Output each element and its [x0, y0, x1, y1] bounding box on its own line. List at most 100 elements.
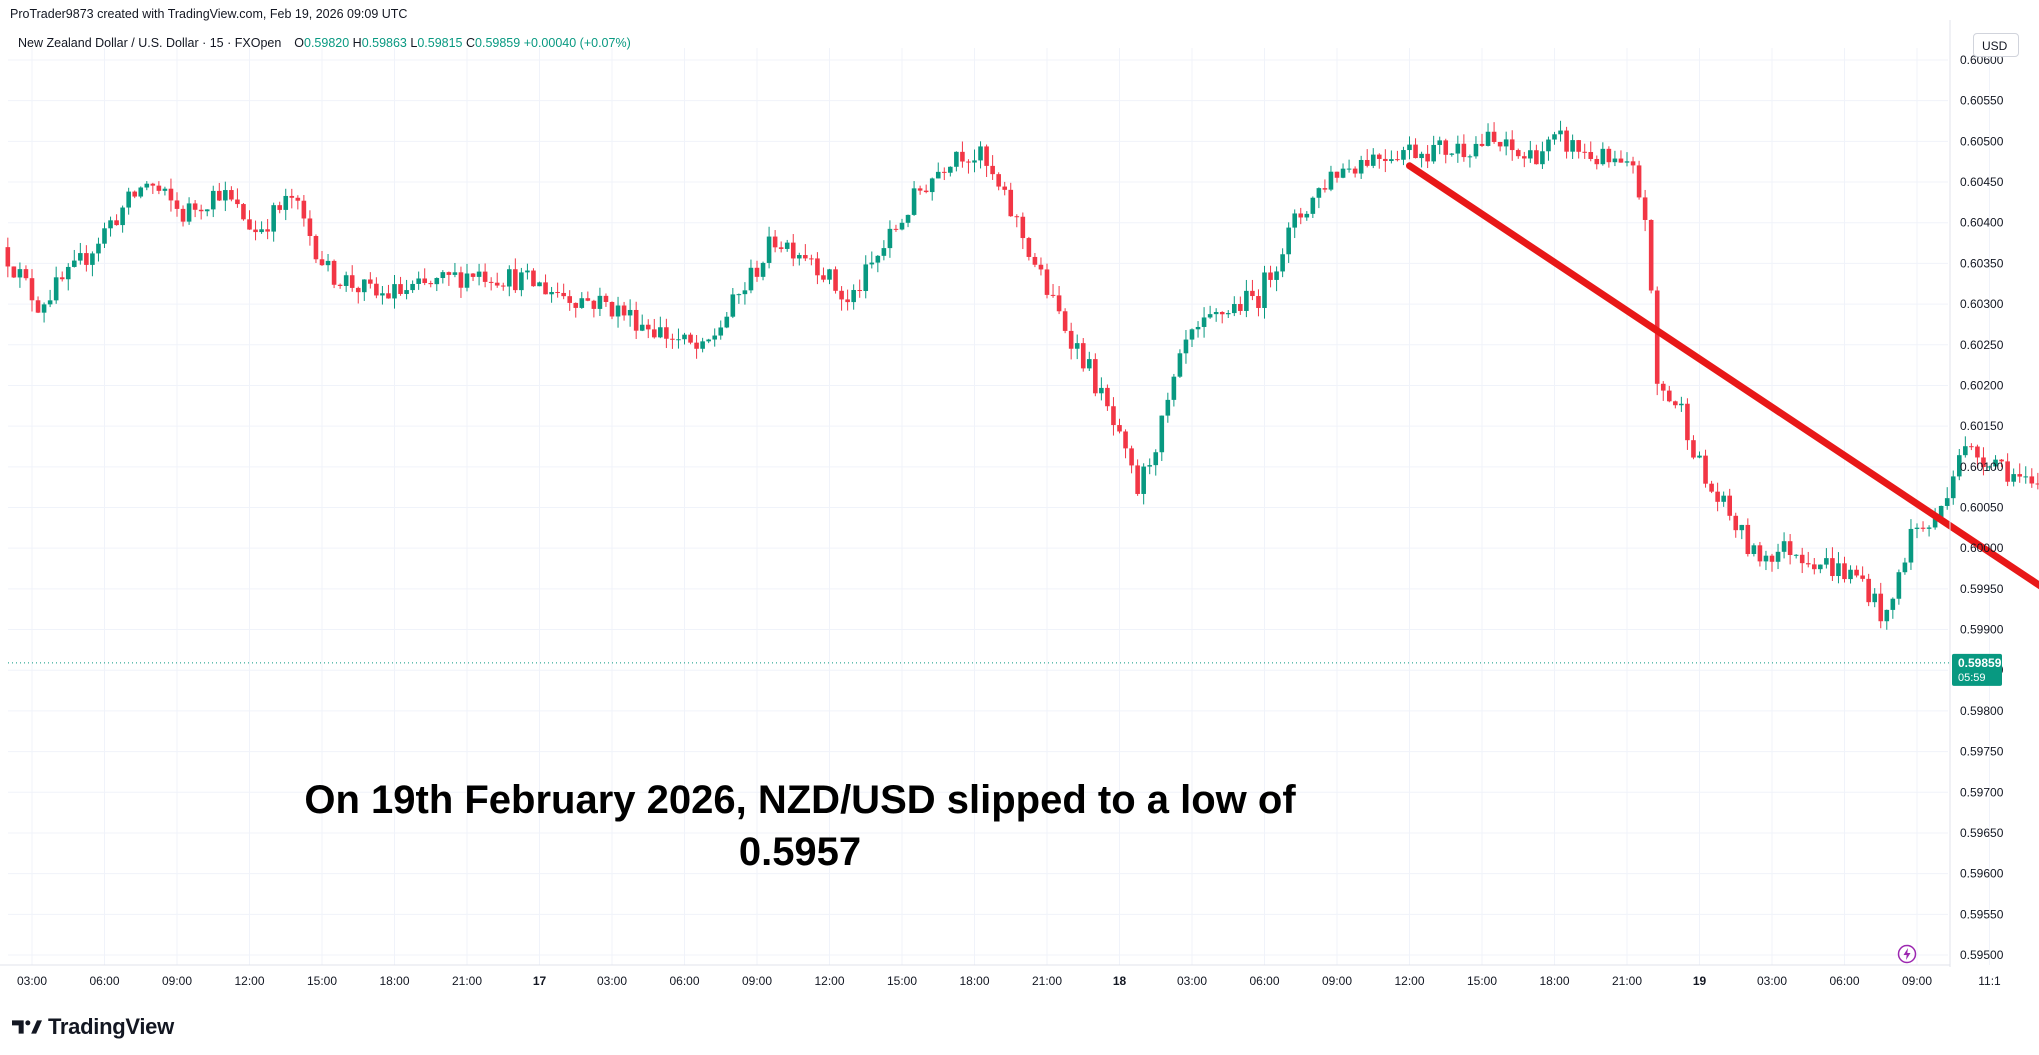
candle-body [1648, 219, 1654, 291]
candle-body [1177, 353, 1183, 377]
candle-body [204, 209, 210, 212]
candle-body [645, 324, 651, 330]
candle-body [1250, 290, 1255, 297]
candle-body [428, 283, 434, 285]
candle-body [1920, 527, 1926, 529]
candle-body [784, 242, 790, 249]
candle-body [1546, 139, 1551, 152]
lightning-icon[interactable] [1897, 944, 1917, 964]
candle-body [1709, 483, 1714, 492]
candle-body [1038, 264, 1044, 270]
candle-body [1129, 448, 1134, 466]
candle-body [1902, 562, 1908, 573]
candle-body [651, 329, 657, 338]
candle-body [905, 214, 911, 223]
candle-body [639, 324, 645, 331]
candle-body [591, 300, 597, 309]
candle-body [688, 334, 693, 343]
candle-body [53, 277, 59, 301]
candle-body [1503, 139, 1509, 147]
candle-body [1389, 159, 1394, 162]
candle-body [17, 269, 23, 278]
candle-body [162, 188, 168, 191]
candle-body [71, 260, 77, 267]
price-tick-label: 0.59600 [1960, 867, 2004, 881]
candle-body [223, 190, 228, 201]
brand-name: TradingView [48, 1014, 174, 1039]
price-tick-label: 0.59900 [1960, 623, 2004, 637]
candle-body [416, 278, 421, 284]
candle-body [192, 203, 198, 210]
candle-body [1600, 148, 1606, 165]
price-axis[interactable]: 0.606000.605500.605000.604500.604000.603… [1949, 20, 2004, 967]
candle-body [1352, 168, 1358, 174]
close-label: C [466, 36, 476, 50]
candle-body [911, 188, 917, 215]
candle-body [827, 269, 832, 280]
change-value: +0.00040 (+0.07%) [523, 36, 631, 50]
candle-body [1002, 186, 1008, 190]
candle-body [404, 290, 409, 294]
candle-body [724, 316, 730, 328]
candle-body [374, 283, 379, 296]
candle-body [1824, 558, 1829, 565]
time-tick-label: 03:00 [1177, 974, 1207, 988]
candle-body [1068, 330, 1074, 349]
chart-grid [8, 48, 1990, 965]
candle-body [718, 327, 724, 336]
time-tick-label: 15:00 [307, 974, 337, 988]
candle-body [790, 242, 796, 259]
candle-body [1407, 144, 1412, 151]
candle-body [210, 190, 216, 210]
candle-body [174, 200, 180, 209]
candle-body [2035, 483, 2039, 485]
candle-body [343, 275, 349, 286]
candle-body [1515, 150, 1521, 157]
candle-body [1286, 227, 1291, 255]
candle-body [271, 205, 276, 232]
tradingview-logo[interactable]: TradingView [12, 1012, 174, 1042]
candle-body [1213, 312, 1219, 315]
candle-body [597, 295, 603, 309]
candle-body [1093, 359, 1098, 394]
currency-selector[interactable]: USD [1973, 33, 2019, 57]
price-tick-label: 0.59950 [1960, 582, 2004, 596]
price-tick-label: 0.60500 [1960, 134, 2004, 148]
candle-body [1660, 383, 1666, 391]
candle-body [875, 255, 881, 263]
candle-body [1201, 317, 1207, 327]
candle-body [1558, 130, 1563, 135]
time-tick-label: 11:1 [1978, 974, 2001, 988]
candle-body [1020, 216, 1026, 239]
open-label: O [294, 36, 304, 50]
candle-body [1141, 466, 1146, 494]
candle-body [567, 296, 573, 303]
candle-body [543, 282, 548, 295]
candle-body [1818, 564, 1823, 570]
price-tick-label: 0.60550 [1960, 94, 2004, 108]
candle-body [1666, 390, 1672, 402]
candle-body [216, 190, 222, 201]
candle-body [90, 253, 95, 265]
price-tick-label: 0.59700 [1960, 785, 2004, 799]
candle-body [2017, 474, 2023, 477]
candle-body [319, 259, 325, 266]
candle-body [1231, 304, 1237, 314]
last-price-value: 0.59859 [1958, 656, 2002, 670]
candle-body [531, 270, 536, 287]
candle-body [1679, 403, 1684, 406]
time-axis[interactable]: 03:00 06:00 09:00 12:00 15:00 18:00 21:00 17 03:… [0, 964, 2001, 988]
candle-body [555, 292, 560, 294]
candle-body [241, 204, 246, 220]
candle-body [29, 278, 35, 301]
candle-body [386, 293, 391, 299]
time-tick-label: 09:00 [162, 974, 192, 988]
candle-body [295, 197, 301, 201]
candle-body [1914, 527, 1920, 529]
time-tick-label: 06:00 [669, 974, 699, 988]
price-tick-label: 0.60250 [1960, 338, 2004, 352]
candle-body [809, 258, 814, 260]
candle-body [1932, 518, 1938, 528]
candle-body [1793, 554, 1799, 556]
